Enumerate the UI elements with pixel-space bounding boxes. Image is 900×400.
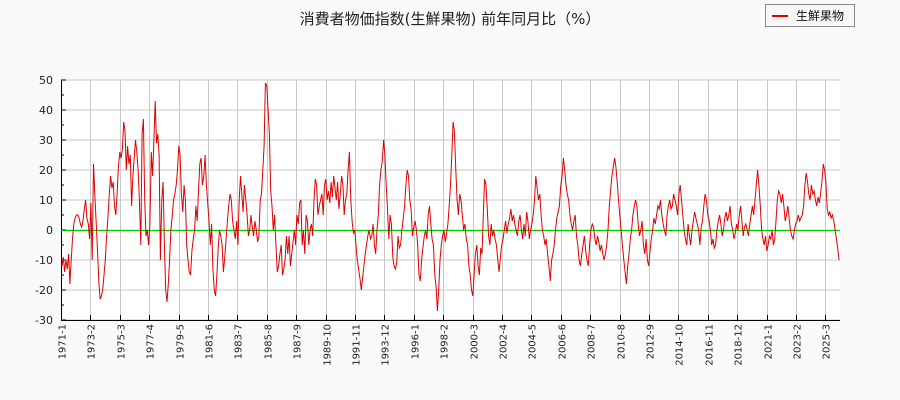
x-tick-label: 1977-4: [146, 324, 157, 359]
x-tick-label: 1985-8: [264, 324, 275, 359]
x-tick-label: 2016-11: [705, 324, 716, 366]
y-tick-label: 10: [39, 194, 53, 207]
x-tick-label: 2002-4: [499, 324, 510, 359]
y-tick-label: 20: [39, 164, 53, 177]
x-tick-label: 2014-10: [675, 324, 686, 366]
chart-title: 消費者物価指数(生鮮果物) 前年同月比（%）: [299, 10, 601, 28]
y-tick-label: -10: [35, 254, 53, 267]
x-tick-label: 1996-1: [411, 324, 422, 359]
y-tick-label: 30: [39, 134, 53, 147]
x-tick-label: 1998-2: [440, 324, 451, 359]
x-tick-label: 2000-3: [470, 324, 481, 359]
x-tick-label: 1989-10: [323, 324, 334, 366]
legend-swatch: [772, 14, 788, 17]
y-tick-label: 50: [39, 74, 53, 87]
x-tick-label: 1991-11: [352, 324, 363, 366]
x-tick-label: 2004-5: [528, 324, 539, 359]
x-tick-label: 2008-7: [587, 324, 598, 359]
x-axis-ticks: 1971-1 1973-2 1975-3 1977-4 1979-5 1981-6 1983…: [58, 315, 833, 366]
y-tick-label: -30: [35, 314, 53, 327]
x-tick-label: 1983-7: [234, 324, 245, 359]
legend-label: 生鮮果物: [796, 9, 845, 23]
x-tick-label: 1979-5: [176, 324, 187, 359]
y-tick-label: -20: [35, 284, 53, 297]
x-tick-label: 1987-9: [293, 324, 304, 359]
x-tick-label: 1981-6: [205, 324, 216, 359]
x-tick-label: 1975-3: [117, 324, 128, 359]
y-axis-ticks: -30 -20 -10 0 10 20 30 40 50: [35, 74, 66, 327]
x-tick-label: 1973-2: [87, 324, 98, 359]
x-tick-label: 1993-12: [381, 324, 392, 366]
x-tick-label: 2012-9: [646, 324, 657, 359]
legend: 生鮮果物: [765, 4, 855, 27]
x-tick-label: 2023-2: [793, 324, 804, 359]
y-tick-label: 0: [46, 224, 53, 237]
x-tick-label: 2010-8: [617, 324, 628, 359]
x-tick-label: 1971-1: [58, 324, 69, 359]
x-tick-label: 2021-1: [764, 324, 775, 359]
x-tick-label: 2018-12: [734, 324, 745, 366]
x-tick-label: 2025-3: [822, 324, 833, 359]
x-tick-label: 2006-6: [558, 324, 569, 359]
y-tick-label: 40: [39, 104, 53, 117]
series-line-fresh-fruit: [61, 82, 840, 312]
